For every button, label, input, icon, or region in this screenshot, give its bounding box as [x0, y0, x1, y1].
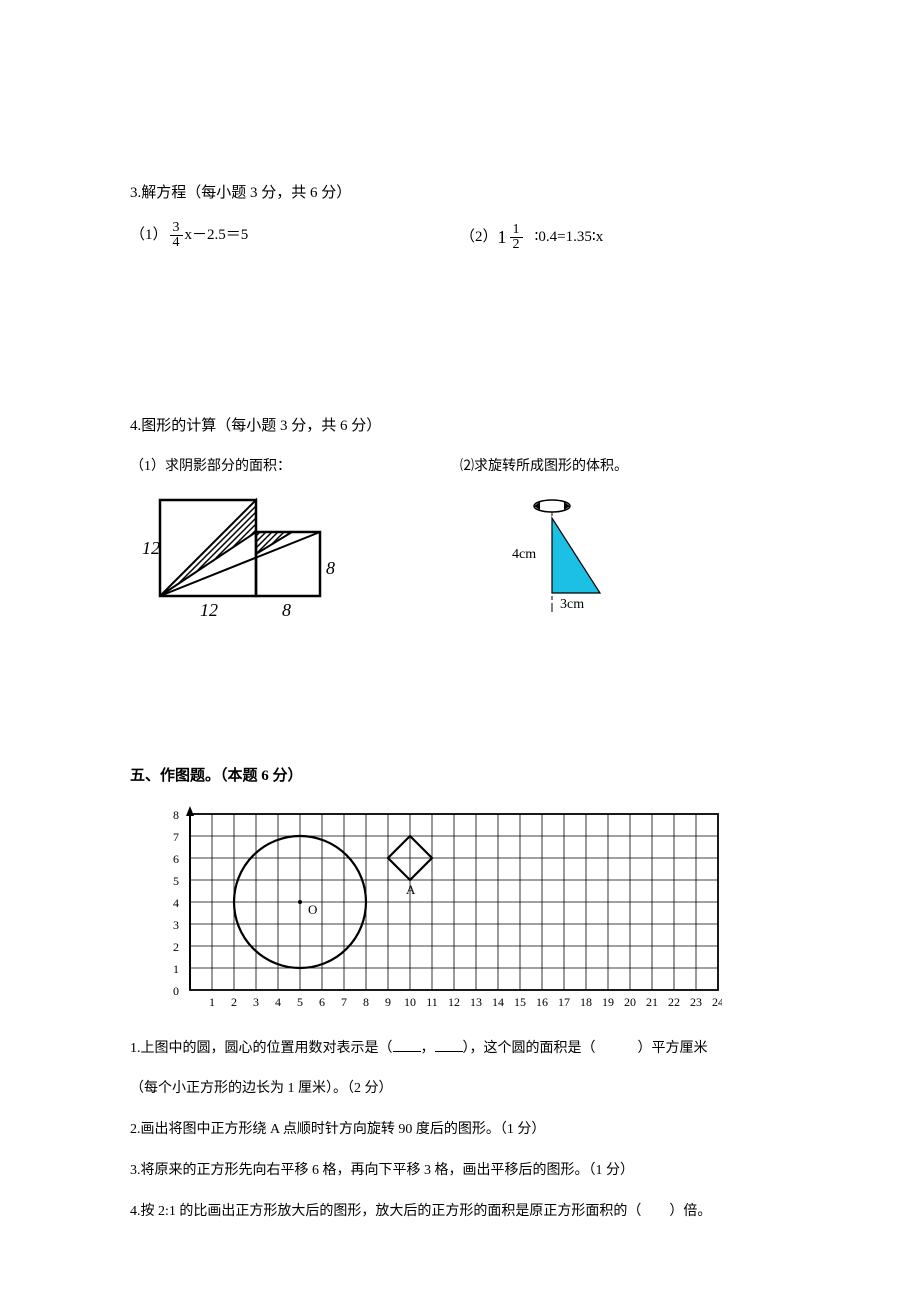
blank-2 — [435, 1037, 463, 1052]
q5-heading: 五、作图题。（本题 6 分） — [130, 763, 790, 790]
exam-page: 3.解方程（每小题 3 分，共 6 分） （1） 3 4 x－2.5＝5 （2）… — [0, 0, 920, 1298]
svg-text:18: 18 — [580, 995, 592, 1009]
svg-text:20: 20 — [624, 995, 636, 1009]
svg-text:22: 22 — [668, 995, 680, 1009]
q5-grid-svg: 0123456781234567891011121314151617181920… — [162, 804, 722, 1024]
q5-grid: 0123456781234567891011121314151617181920… — [162, 804, 790, 1024]
q3-eq1-prefix: （1） — [130, 222, 168, 249]
svg-text:16: 16 — [536, 995, 548, 1009]
svg-text:O: O — [308, 902, 317, 917]
q4-fig1-svg: 12 8 12 8 — [130, 488, 340, 633]
q3-eq1-tail: x－2.5＝5 — [185, 222, 249, 249]
q3-eq2-mixed: 1 1 2 — [498, 221, 525, 253]
q3-eq1-den: 4 — [170, 236, 183, 250]
svg-text:7: 7 — [341, 995, 347, 1009]
svg-text:6: 6 — [319, 995, 325, 1009]
blank-1 — [393, 1037, 421, 1052]
q5-line1a: 1.上图中的圆，圆心的位置用数对表示是（ — [130, 1041, 393, 1056]
svg-text:8: 8 — [173, 808, 179, 822]
q4-sub1: （1）求阴影部分的面积： — [130, 454, 460, 479]
svg-text:9: 9 — [385, 995, 391, 1009]
svg-text:A: A — [406, 882, 416, 897]
q5-line3: 3.将原来的正方形先向右平移 6 格，再向下平移 3 格，画出平移后的图形。（1… — [130, 1156, 790, 1187]
q3-eq2-prefix: （2） — [460, 224, 498, 251]
svg-text:12: 12 — [448, 995, 460, 1009]
svg-text:5: 5 — [297, 995, 303, 1009]
svg-text:15: 15 — [514, 995, 526, 1009]
q5-line2: 2.画出将图中正方形绕 A 点顺时针方向旋转 90 度后的图形。（1 分） — [130, 1115, 790, 1146]
svg-text:21: 21 — [646, 995, 658, 1009]
fig1-label-8v: 8 — [326, 558, 335, 578]
svg-text:11: 11 — [426, 995, 438, 1009]
q5-line4: 4.按 2:1 的比画出正方形放大后的图形，放大后的正方形的面积是原正方形面积的… — [130, 1197, 790, 1228]
q3-eq2-tail: ∶0.4=1.35∶x — [535, 224, 604, 251]
svg-text:17: 17 — [558, 995, 570, 1009]
q5-line1-cont: （每个小正方形的边长为 1 厘米）。（2 分） — [130, 1074, 790, 1105]
q4-heading: 4.图形的计算（每小题 3 分，共 6 分） — [130, 413, 790, 440]
svg-text:3: 3 — [173, 918, 179, 932]
svg-text:14: 14 — [492, 995, 504, 1009]
svg-text:2: 2 — [231, 995, 237, 1009]
q4-fig2-block: ⑵求旋转所成图形的体积。 4cm 3cm — [460, 454, 790, 627]
q3-eq1-num: 3 — [170, 221, 183, 236]
svg-text:6: 6 — [173, 852, 179, 866]
q5-line1b: ， — [421, 1041, 435, 1056]
fig2-r-label: 3cm — [560, 597, 584, 612]
q3-eq2: （2） 1 1 2 ∶0.4=1.35∶x — [460, 221, 790, 253]
svg-text:0: 0 — [173, 984, 179, 998]
q3-eq2-whole: 1 — [498, 221, 507, 253]
svg-text:7: 7 — [173, 830, 179, 844]
fig1-label-12h: 12 — [200, 600, 218, 620]
fig1-label-8h: 8 — [282, 600, 291, 620]
svg-text:24: 24 — [712, 995, 722, 1009]
fig1-label-12v: 12 — [142, 538, 160, 558]
svg-text:2: 2 — [173, 940, 179, 954]
svg-text:1: 1 — [173, 962, 179, 976]
q5-line1c: ），这个圆的面积是（ ）平方厘米 — [463, 1041, 708, 1056]
cone-triangle — [552, 518, 600, 593]
q5-line1: 1.上图中的圆，圆心的位置用数对表示是（ ， ），这个圆的面积是（ ）平方厘米 — [130, 1034, 790, 1065]
q4-sub2: ⑵求旋转所成图形的体积。 — [460, 454, 790, 479]
svg-text:23: 23 — [690, 995, 702, 1009]
svg-text:3: 3 — [253, 995, 259, 1009]
svg-text:1: 1 — [209, 995, 215, 1009]
q3-heading: 3.解方程（每小题 3 分，共 6 分） — [130, 180, 790, 207]
q3-equations: （1） 3 4 x－2.5＝5 （2） 1 1 2 ∶0.4=1.35∶x — [130, 221, 790, 253]
q3-eq2-num: 1 — [510, 223, 523, 238]
q3-eq1-fraction: 3 4 — [170, 221, 183, 250]
svg-text:19: 19 — [602, 995, 614, 1009]
q3-eq2-frac: 1 2 — [510, 223, 523, 252]
q3-eq1: （1） 3 4 x－2.5＝5 — [130, 221, 460, 250]
svg-text:13: 13 — [470, 995, 482, 1009]
svg-text:4: 4 — [275, 995, 281, 1009]
svg-text:8: 8 — [363, 995, 369, 1009]
q4-figures: （1）求阴影部分的面积： 12 8 12 8 — [130, 454, 790, 632]
fig2-h-label: 4cm — [512, 547, 536, 562]
svg-text:4: 4 — [173, 896, 179, 910]
svg-text:10: 10 — [404, 995, 416, 1009]
q4-fig1-block: （1）求阴影部分的面积： 12 8 12 8 — [130, 454, 460, 632]
q3-eq2-den: 2 — [510, 238, 523, 252]
svg-text:5: 5 — [173, 874, 179, 888]
q4-fig2-svg: 4cm 3cm — [460, 488, 630, 628]
